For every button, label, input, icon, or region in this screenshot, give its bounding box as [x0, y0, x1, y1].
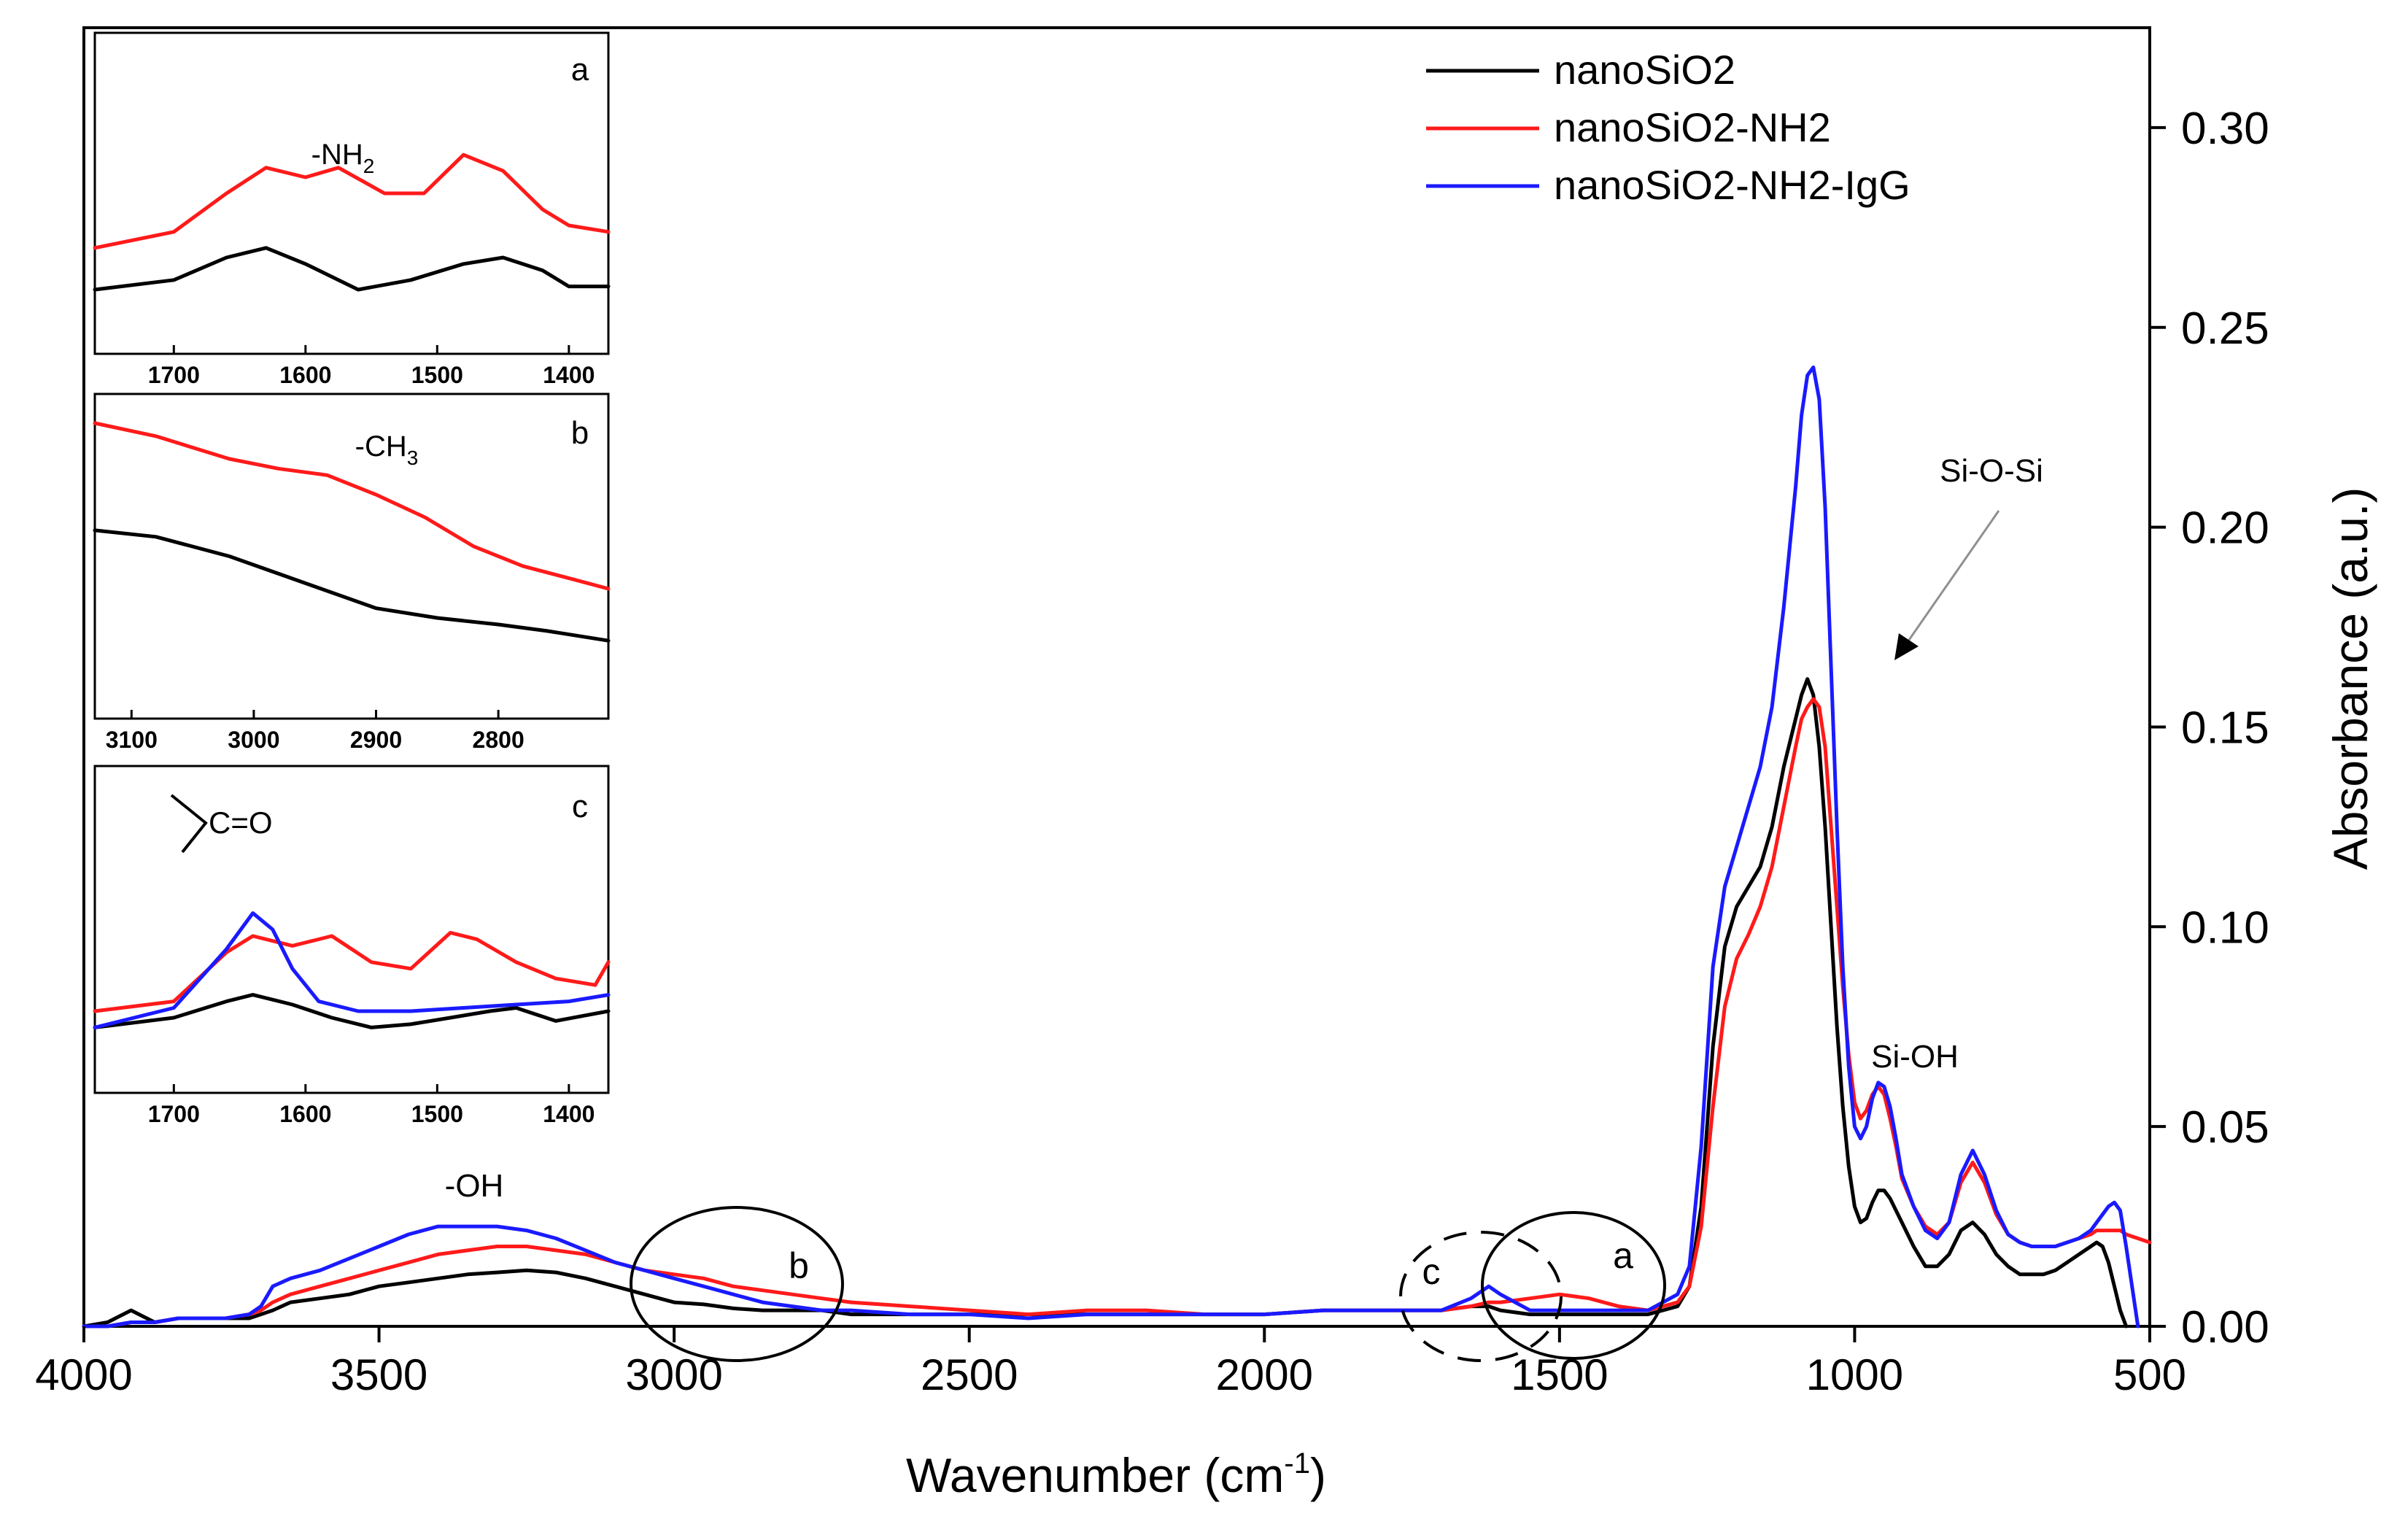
- inset-c-series-nanosio2: [93, 993, 611, 1029]
- inset-c-ticks: 1700 1600 1500 1400: [148, 1084, 595, 1127]
- main-x-tick-label: 500: [2113, 1350, 2186, 1399]
- legend-label-nanosio2: nanoSiO2: [1554, 47, 1735, 93]
- main-x-tick-label: 3500: [330, 1350, 427, 1399]
- region-b-ellipse: [630, 1206, 844, 1362]
- inset-c-x-tick-label: 1500: [411, 1101, 463, 1127]
- inset-b-x-tick-label: 3000: [228, 727, 279, 753]
- main-x-ticks: 4000 3500 3000 2500 2000 1500 1000 500: [35, 1326, 2186, 1399]
- x-axis-label-superscript: -1: [1284, 1447, 1310, 1480]
- inset-b-series-nanosio2: [93, 528, 611, 643]
- main-y-ticks: 0.00 0.05 0.10 0.15 0.20 0.25 0.30: [2150, 104, 2269, 1353]
- region-c-ellipse: [1399, 1231, 1563, 1362]
- inset-c-x-tick-label: 1700: [148, 1101, 200, 1127]
- inset-c-frame: [93, 765, 610, 1094]
- inset-a-x-tick-label: 1700: [148, 362, 200, 388]
- main-x-tick-label: 2000: [1216, 1350, 1313, 1399]
- main-x-tick-label: 4000: [35, 1350, 132, 1399]
- inset-a: 1700 1600 1500 1400 a -NH2: [93, 31, 611, 388]
- inset-b-annotation-sub: 3: [407, 446, 419, 469]
- inset-b-x-tick-label: 3100: [106, 727, 158, 753]
- inset-c-series-nanosio2-nh2-igg: [93, 911, 611, 1029]
- inset-b-x-tick-label: 2900: [350, 727, 402, 753]
- main-y-tick-label: 0.00: [2181, 1302, 2269, 1353]
- inset-b-frame: [93, 392, 610, 720]
- inset-b-series-nanosio2-nh2: [93, 421, 611, 591]
- annotation-oh: -OH: [445, 1168, 504, 1204]
- inset-c-x-tick-label: 1600: [279, 1101, 331, 1127]
- inset-a-x-tick-label: 1400: [543, 362, 595, 388]
- inset-c-carbonyl-bonds: [170, 794, 208, 854]
- region-c-label: c: [1422, 1251, 1441, 1292]
- annotation-si-o-si: Si-O-Si: [1940, 453, 2043, 489]
- main-y-tick-label: 0.20: [2181, 503, 2269, 554]
- inset-b-series: [93, 421, 611, 643]
- main-x-tick-label: 2500: [921, 1350, 1018, 1399]
- annotation-si-oh: Si-OH: [1871, 1039, 1959, 1075]
- main-y-tick-label: 0.25: [2181, 303, 2269, 354]
- legend: nanoSiO2 nanoSiO2-NH2 nanoSiO2-NH2-IgG: [1426, 47, 1910, 208]
- si-o-si-arrow-head: [1894, 633, 1919, 660]
- si-o-si-arrow-line: [1906, 510, 2000, 643]
- legend-label-nanosio2-nh2-igg: nanoSiO2-NH2-IgG: [1554, 162, 1910, 208]
- inset-b-x-tick-label: 2800: [473, 727, 524, 753]
- inset-a-label: a: [571, 52, 589, 88]
- inset-b: 3100 3000 2900 2800 b -CH3: [93, 392, 611, 753]
- inset-c-x-tick-label: 1400: [543, 1101, 595, 1127]
- inset-c-label: c: [572, 789, 588, 824]
- inset-a-series-nanosio2: [93, 246, 611, 292]
- x-axis-label: Wavenumber (cm-1): [906, 1447, 1326, 1502]
- inset-a-series-nanosio2-nh2: [93, 152, 611, 250]
- inset-a-series: [93, 152, 611, 292]
- inset-a-ticks: 1700 1600 1500 1400: [148, 345, 595, 388]
- inset-b-label: b: [571, 415, 589, 451]
- main-y-tick-label: 0.15: [2181, 703, 2269, 753]
- main-series-group: [82, 366, 2152, 1329]
- y-axis-label: Absorbance (a.u.): [2323, 487, 2377, 870]
- inset-b-annotation-text: -CH: [355, 430, 407, 463]
- inset-c-series-nanosio2-nh2: [93, 931, 611, 1013]
- inset-b-annotation: -CH3: [355, 430, 419, 469]
- inset-a-annotation-text: -NH: [311, 139, 363, 171]
- inset-a-x-tick-label: 1500: [411, 362, 463, 388]
- inset-a-x-tick-label: 1600: [279, 362, 331, 388]
- legend-label-nanosio2-nh2: nanoSiO2-NH2: [1554, 104, 1831, 150]
- main-x-tick-label: 1000: [1806, 1350, 1903, 1399]
- inset-a-frame: [93, 31, 610, 355]
- region-a-label: a: [1613, 1235, 1633, 1276]
- x-axis-label-text: Wavenumber (cm: [906, 1448, 1284, 1502]
- region-a-ellipse: [1481, 1211, 1666, 1360]
- inset-c-series: [93, 911, 611, 1029]
- inset-b-ticks: 3100 3000 2900 2800: [106, 710, 524, 753]
- inset-a-annotation: -NH2: [311, 139, 375, 177]
- inset-c: 1700 1600 1500 1400 c C=O: [93, 765, 611, 1127]
- main-series-nanosio2-nh2-igg: [82, 366, 2140, 1329]
- inset-c-annotation: C=O: [209, 805, 273, 840]
- x-axis-label-close: ): [1310, 1448, 1326, 1502]
- region-b-label: b: [789, 1245, 809, 1286]
- inset-a-annotation-sub: 2: [363, 155, 375, 177]
- main-y-tick-label: 0.10: [2181, 902, 2269, 953]
- main-y-tick-label: 0.05: [2181, 1102, 2269, 1153]
- main-series-nanosio2-nh2: [82, 697, 2152, 1329]
- main-plot-frame: [82, 26, 2151, 1328]
- main-y-tick-label: 0.30: [2181, 104, 2269, 154]
